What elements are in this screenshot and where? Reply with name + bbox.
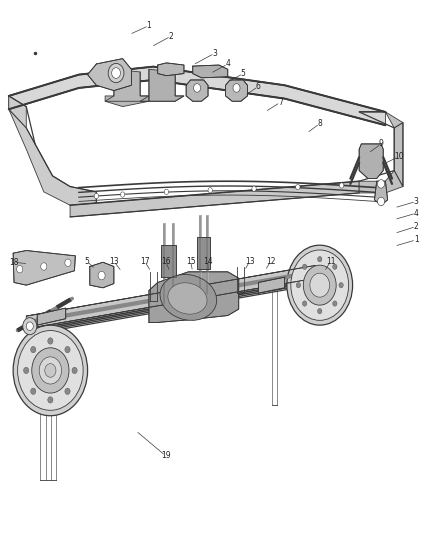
Polygon shape — [161, 245, 176, 277]
Circle shape — [31, 388, 36, 394]
Text: 5: 5 — [84, 257, 89, 265]
Text: 14: 14 — [203, 257, 213, 265]
Circle shape — [339, 282, 343, 288]
Circle shape — [94, 193, 99, 199]
Polygon shape — [193, 65, 228, 78]
Polygon shape — [359, 144, 383, 179]
Text: 12: 12 — [266, 257, 276, 265]
Circle shape — [39, 357, 61, 384]
Circle shape — [303, 301, 307, 306]
Text: 3: 3 — [413, 197, 419, 206]
Circle shape — [23, 318, 37, 335]
Circle shape — [41, 263, 47, 270]
Circle shape — [65, 259, 71, 266]
Circle shape — [65, 346, 70, 353]
Circle shape — [24, 367, 29, 374]
Circle shape — [303, 265, 336, 305]
Circle shape — [318, 256, 322, 262]
Polygon shape — [9, 67, 385, 125]
Ellipse shape — [160, 274, 217, 320]
Polygon shape — [105, 69, 149, 107]
Text: 3: 3 — [212, 49, 217, 58]
Circle shape — [233, 84, 240, 92]
Text: 1: 1 — [147, 21, 151, 30]
Polygon shape — [140, 69, 184, 101]
Circle shape — [98, 271, 105, 280]
Polygon shape — [88, 59, 131, 91]
Circle shape — [296, 184, 300, 190]
Ellipse shape — [168, 283, 207, 314]
Circle shape — [65, 388, 70, 394]
Circle shape — [164, 189, 169, 195]
Text: 19: 19 — [161, 451, 170, 460]
Text: 6: 6 — [256, 82, 261, 91]
Circle shape — [303, 264, 307, 270]
Circle shape — [208, 188, 212, 193]
Text: 1: 1 — [414, 236, 418, 244]
Circle shape — [332, 301, 337, 306]
Circle shape — [18, 330, 83, 410]
Circle shape — [32, 348, 69, 393]
Polygon shape — [37, 308, 66, 325]
Circle shape — [48, 397, 53, 403]
Circle shape — [318, 309, 322, 314]
Circle shape — [48, 338, 53, 344]
Circle shape — [112, 68, 120, 78]
Circle shape — [291, 250, 349, 320]
Polygon shape — [9, 96, 96, 208]
Polygon shape — [13, 251, 75, 285]
Polygon shape — [149, 272, 239, 322]
Text: 17: 17 — [140, 257, 149, 265]
Polygon shape — [90, 262, 114, 288]
Circle shape — [310, 273, 330, 297]
Polygon shape — [70, 181, 359, 217]
Circle shape — [252, 186, 256, 191]
Circle shape — [120, 192, 125, 197]
Text: 16: 16 — [161, 257, 170, 265]
Text: 5: 5 — [240, 69, 246, 78]
Polygon shape — [158, 63, 184, 76]
Polygon shape — [197, 237, 210, 269]
Circle shape — [72, 367, 77, 374]
Circle shape — [194, 84, 201, 92]
Text: 10: 10 — [394, 152, 403, 161]
Text: 9: 9 — [378, 140, 384, 148]
Circle shape — [296, 282, 300, 288]
Polygon shape — [258, 277, 285, 293]
Circle shape — [17, 265, 23, 273]
Circle shape — [378, 180, 385, 188]
Text: 4: 4 — [413, 209, 419, 217]
Text: 13: 13 — [109, 257, 119, 265]
Circle shape — [13, 325, 88, 416]
Text: 18: 18 — [9, 258, 19, 266]
Text: 2: 2 — [414, 222, 418, 231]
Circle shape — [31, 346, 36, 353]
Text: 15: 15 — [186, 257, 195, 265]
Polygon shape — [374, 181, 388, 205]
Text: 11: 11 — [326, 257, 336, 265]
Circle shape — [378, 197, 385, 206]
Circle shape — [287, 245, 353, 325]
Text: 8: 8 — [318, 119, 322, 128]
Circle shape — [339, 183, 344, 188]
Polygon shape — [186, 80, 208, 101]
Text: 13: 13 — [245, 257, 254, 265]
Text: 7: 7 — [278, 98, 283, 107]
Polygon shape — [226, 80, 247, 101]
Circle shape — [108, 63, 124, 83]
Polygon shape — [359, 112, 403, 193]
Text: 2: 2 — [169, 32, 173, 41]
Circle shape — [26, 322, 33, 330]
Circle shape — [45, 364, 56, 377]
Circle shape — [332, 264, 337, 270]
Text: 4: 4 — [225, 60, 230, 68]
Polygon shape — [26, 265, 315, 329]
